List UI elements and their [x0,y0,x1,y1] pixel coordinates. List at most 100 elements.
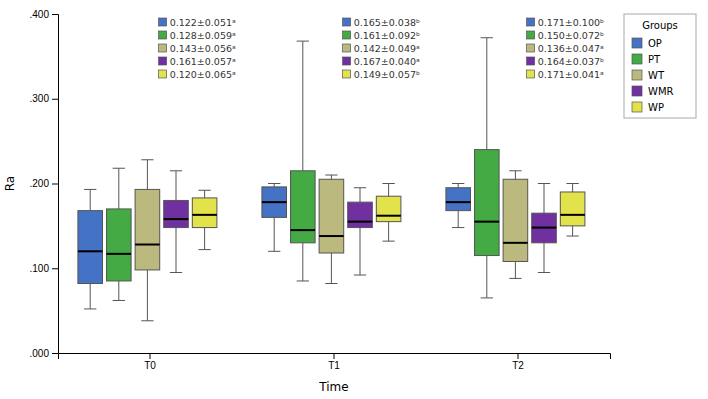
annotation: 0.142±0.049ᵃ [354,43,420,54]
box [78,189,103,308]
box [164,171,189,273]
whisker [302,41,303,281]
annotation: 0.120±0.065ᵃ [170,69,236,80]
box [348,188,373,275]
box-series [135,160,528,321]
box [503,171,528,279]
box-body [78,211,103,284]
cap-high [566,183,578,184]
box-body [107,209,132,281]
y-tick: .300 [30,93,58,104]
median [475,221,500,223]
median [348,221,373,223]
median [319,235,344,237]
cap-low [198,249,210,250]
annotation: 0.164±0.037ᵇ [538,56,604,67]
y-tick-label: .400 [30,9,50,20]
annotation-swatch [159,57,167,65]
median [560,214,585,216]
y-tick: .200 [30,178,58,189]
box-body [262,187,287,218]
cap-high [198,190,210,191]
whisker [360,188,361,275]
median [503,242,528,244]
y-tick: .400 [30,9,58,20]
x-tick-mark [518,353,519,359]
cap-low [297,280,309,281]
annotation: 0.122±0.051ᵃ [170,17,236,28]
annotation: 0.149±0.057ᵇ [354,69,420,80]
annotation-swatch [527,70,535,78]
x-tick: T0 [144,353,156,371]
box-body [503,179,528,261]
annotation-swatch [527,57,535,65]
cap-high [452,183,464,184]
box [532,184,557,273]
y-tick-label: .000 [30,348,50,359]
y-tick-label: .200 [30,178,50,189]
cap-high [481,37,493,38]
annotation-swatch [343,44,351,52]
x-axis-line [59,354,611,360]
cap-high [382,183,394,184]
y-tick-mark [52,99,58,100]
cap-high [325,175,337,176]
median [446,201,471,203]
legend-label: PT [648,54,661,65]
y-tick: .100 [30,263,58,274]
cap-high [170,170,182,171]
y-tick-mark [52,184,58,185]
median [192,214,217,216]
boxes [78,38,585,321]
legend-swatch [632,38,642,48]
y-axis-title: Ra [3,176,17,191]
cap-low [354,275,366,276]
box-body [532,213,557,243]
plot: .000 .100 .200 .300 .400 T0T1T2 0.122±0.051ᵃ 0.… [30,9,611,371]
box-series [164,171,557,275]
box-body [446,188,471,211]
cap-low [509,278,521,279]
annotation: 0.128±0.059ᵃ [170,30,236,41]
annotation: 0.171±0.041ᵃ [538,69,604,80]
box-body [291,171,316,243]
y-tick-label: .100 [30,263,50,274]
x-tick-mark [150,353,151,359]
annotation-swatch [343,31,351,39]
annotation-swatch [159,31,167,39]
box-series [107,38,500,301]
box-body [319,179,344,253]
annotation-swatch [527,18,535,26]
annotation: 0.143±0.056ᵃ [170,43,236,54]
cap-low [141,320,153,321]
legend-label: WMR [648,86,674,97]
y-tick-mark [52,268,58,269]
annotation-swatch [159,18,167,26]
median [107,253,132,255]
box [475,38,500,298]
legend: GroupsOPPTWTWMRWP [624,14,696,118]
box [446,184,471,228]
legend-swatch [632,54,642,64]
box [319,175,344,283]
box [560,184,585,237]
median [291,229,316,231]
y-tick-mark [52,353,58,354]
cap-low [325,283,337,284]
annotation: 0.171±0.100ᵇ [538,17,604,28]
median [135,244,160,246]
legend-swatch [632,86,642,96]
x-tick-mark [334,353,335,359]
box [376,184,401,242]
cap-high [84,189,96,190]
median [532,227,557,229]
annotation-swatch [527,44,535,52]
x-axis: T0T1T2 [59,353,611,371]
box-body [560,192,585,226]
cap-high [297,41,309,42]
annotation: 0.150±0.072ᵇ [538,30,604,41]
annotation: 0.167±0.040ᵃ [354,56,420,67]
legend-swatch [632,102,642,112]
median [164,218,189,220]
cap-low [452,227,464,228]
